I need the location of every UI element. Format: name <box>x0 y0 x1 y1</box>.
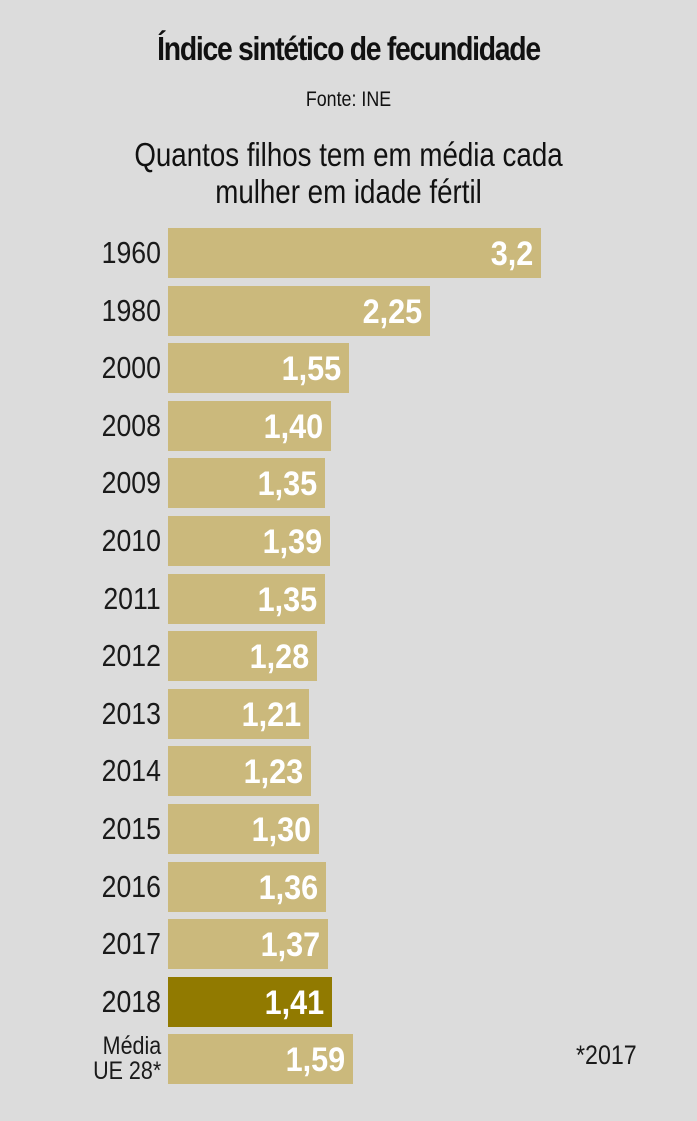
bar-row: 2012 1,28 <box>0 631 697 682</box>
bar-row: 2000 1,55 <box>0 343 697 394</box>
bar-value-label: 1,39 <box>262 523 322 561</box>
bar-value-label: 1,36 <box>258 868 318 907</box>
category-label: 2014 <box>101 753 161 789</box>
bar: 1,21 <box>168 688 309 739</box>
bar-row: 2008 1,40 <box>0 400 697 451</box>
category-label: 2018 <box>101 983 161 1019</box>
bar: 1,59 <box>168 1034 353 1085</box>
bar: 1,30 <box>168 804 319 854</box>
bar-row: 2009 1,35 <box>0 458 697 509</box>
bar-row: 2017 1,37 <box>0 919 697 970</box>
bar-value-label: 1,37 <box>260 926 320 965</box>
bar-row: 2015 1,30 <box>0 804 697 854</box>
category-label: 1960 <box>101 235 161 270</box>
category-label: 2015 <box>101 811 161 846</box>
category-label-line-1: Média <box>102 1032 161 1061</box>
subtitle-line-2: mulher em idade fértil <box>215 173 482 210</box>
chart-subtitle: Quantos filhos tem em média cada mulher … <box>56 136 641 210</box>
bar-row: 1980 2,25 <box>0 285 697 336</box>
bar: 1,55 <box>168 343 349 394</box>
bar-row: 2011 1,35 <box>0 573 697 624</box>
bar: 1,28 <box>168 631 317 682</box>
bar: 1,40 <box>168 400 331 451</box>
category-label: 2010 <box>101 523 161 558</box>
bar-row: 2018 1,41 <box>0 976 697 1027</box>
bar-value-label: 1,41 <box>264 983 324 1022</box>
bar: 1,35 <box>168 458 325 509</box>
category-label: 2012 <box>101 638 161 674</box>
category-label: 2008 <box>101 407 161 443</box>
chart-title: Índice sintético de fecundidade <box>157 30 541 67</box>
bar: 1,41 <box>168 976 332 1027</box>
subtitle-line-1: Quantos filhos tem em média cada <box>134 136 563 173</box>
category-label-line-2: UE 28* <box>92 1057 161 1086</box>
bar-row: 2013 1,21 <box>0 688 697 739</box>
bar-value-label: 1,23 <box>243 753 303 792</box>
bar-value-label: 2,25 <box>362 292 422 331</box>
bar: 1,37 <box>168 919 328 970</box>
bar-value-label: 1,35 <box>257 465 317 504</box>
bar-value-label: 1,55 <box>281 350 341 389</box>
bar-value-label: 3,2 <box>490 235 533 273</box>
category-label: 2016 <box>101 868 161 904</box>
bar: 3,2 <box>168 228 541 278</box>
bar-row: Média UE 28* 1,59 <box>0 1034 697 1085</box>
bar-row: 2014 1,23 <box>0 746 697 797</box>
bar-value-label: 1,21 <box>241 695 301 734</box>
bar-value-label: 1,30 <box>251 811 311 849</box>
bar: 1,36 <box>168 861 326 912</box>
bar-value-label: 1,59 <box>285 1041 345 1080</box>
chart-source: Fonte: INE <box>305 88 392 111</box>
category-label: 2017 <box>101 926 161 962</box>
category-label: 2013 <box>101 695 161 731</box>
bar: 1,35 <box>168 573 325 624</box>
bar-value-label: 1,40 <box>263 407 323 446</box>
bar: 1,39 <box>168 516 330 566</box>
category-label: 2000 <box>101 350 161 386</box>
category-label: 1980 <box>101 292 161 328</box>
bar-row: 1960 3,2 <box>0 228 697 278</box>
bar-value-label: 1,35 <box>257 580 317 619</box>
category-label: Média UE 28* <box>93 1034 161 1084</box>
bar-row: 2010 1,39 <box>0 516 697 566</box>
bar: 2,25 <box>168 285 430 336</box>
category-label: 2011 <box>103 580 161 616</box>
category-label: 2009 <box>101 465 161 501</box>
bar: 1,23 <box>168 746 311 797</box>
footnote: *2017 <box>576 1040 637 1070</box>
bar-row: 2016 1,36 <box>0 861 697 912</box>
bar-value-label: 1,28 <box>249 638 309 677</box>
